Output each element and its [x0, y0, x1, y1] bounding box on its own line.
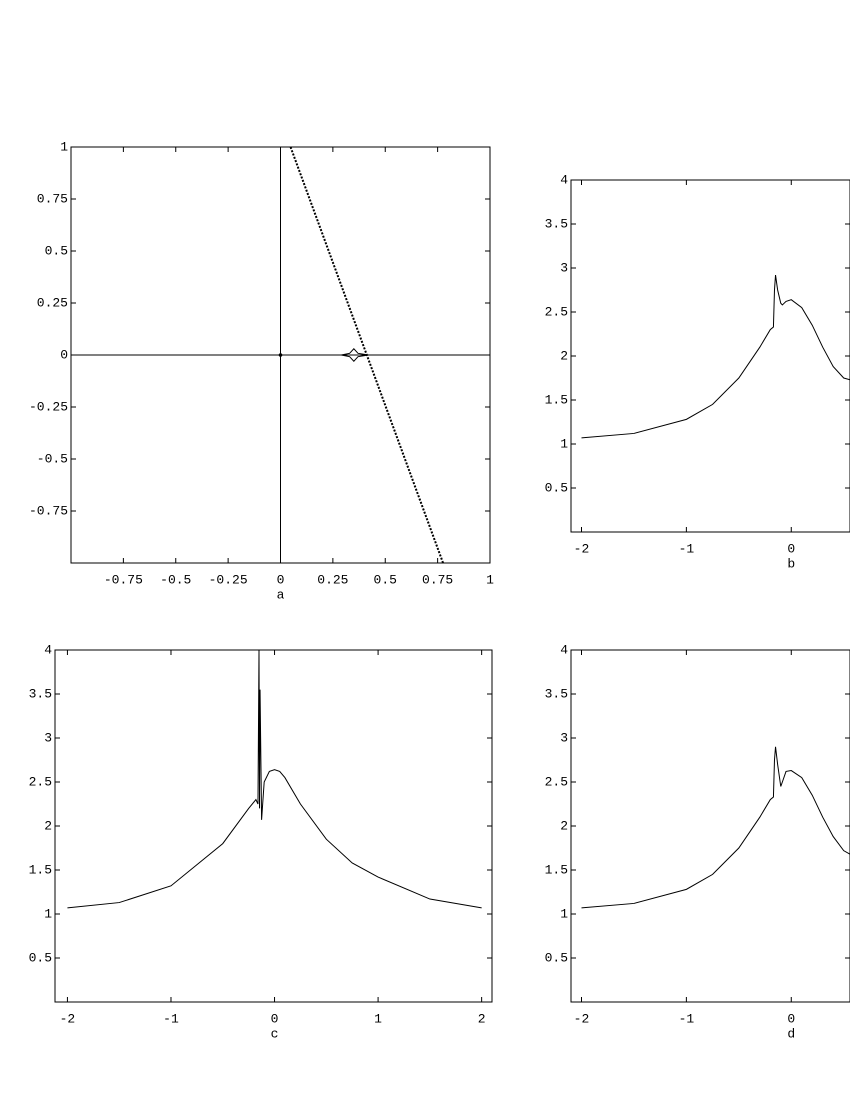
data-point: [278, 353, 283, 357]
y-tick-label: 0.5: [545, 480, 568, 495]
y-tick-label: 2.5: [545, 304, 568, 319]
x-tick-label: 2: [478, 1011, 486, 1026]
x-tick-label: -0.25: [209, 572, 248, 587]
y-tick-label: 3.5: [545, 216, 568, 231]
y-tick-label: 3: [560, 730, 568, 745]
data-line: [341, 348, 369, 362]
x-tick-label: 1: [486, 572, 494, 587]
y-tick-label: 2.5: [545, 774, 568, 789]
y-tick-label: 3.5: [545, 686, 568, 701]
y-tick-label: 2.5: [29, 774, 52, 789]
y-tick-label: -0.25: [29, 399, 68, 414]
y-tick-label: 0.75: [37, 191, 68, 206]
data-line: [67, 649, 482, 909]
y-tick-label: 4: [560, 642, 568, 657]
y-tick-label: 3: [560, 260, 568, 275]
y-tick-label: 0.25: [37, 295, 68, 310]
x-axis-label: d: [787, 1026, 795, 1041]
y-tick-label: 2: [560, 348, 568, 363]
data-line: [581, 274, 850, 439]
x-tick-label: -2: [574, 1011, 590, 1026]
y-tick-label: 3.5: [29, 686, 52, 701]
y-tick-label: 1: [44, 906, 52, 921]
x-tick-label: -0.75: [104, 572, 143, 587]
y-tick-label: 1.5: [545, 392, 568, 407]
y-tick-label: 2: [560, 818, 568, 833]
y-tick-label: -0.75: [29, 503, 68, 518]
x-tick-label: -0.5: [160, 572, 191, 587]
x-axis-label: c: [271, 1026, 279, 1041]
y-tick-label: 1: [60, 139, 68, 154]
y-tick-label: 2: [44, 818, 52, 833]
y-tick-label: 3: [44, 730, 52, 745]
plot-frame: [570, 649, 850, 1003]
y-tick-label: 1.5: [545, 862, 568, 877]
x-tick-label: -2: [574, 541, 590, 556]
x-tick-label: 0: [787, 541, 795, 556]
y-tick-label: 1.5: [29, 862, 52, 877]
y-tick-label: 4: [560, 172, 568, 187]
x-axis-label: a: [277, 587, 285, 602]
y-tick-label: 0.5: [45, 243, 68, 258]
plot-frame: [54, 649, 493, 1003]
data-line: [581, 746, 850, 909]
x-tick-label: 0.5: [374, 572, 397, 587]
x-tick-label: -2: [60, 1011, 76, 1026]
x-tick-label: -1: [163, 1011, 179, 1026]
y-tick-label: 1: [560, 906, 568, 921]
x-tick-label: 0: [277, 572, 285, 587]
y-tick-label: 0.5: [29, 950, 52, 965]
y-tick-label: 0: [60, 347, 68, 362]
x-tick-label: -1: [679, 541, 695, 556]
x-tick-label: 1: [374, 1011, 382, 1026]
y-tick-label: -0.5: [37, 451, 68, 466]
y-tick-label: 0.5: [545, 950, 568, 965]
x-tick-label: 0.25: [317, 572, 348, 587]
x-tick-label: -1: [679, 1011, 695, 1026]
y-tick-label: 1: [560, 436, 568, 451]
x-axis-label: b: [787, 556, 795, 571]
x-tick-label: 0.75: [422, 572, 453, 587]
plot-frame: [570, 179, 850, 533]
y-tick-label: 4: [44, 642, 52, 657]
x-tick-label: 0: [787, 1011, 795, 1026]
x-tick-label: 0: [271, 1011, 279, 1026]
